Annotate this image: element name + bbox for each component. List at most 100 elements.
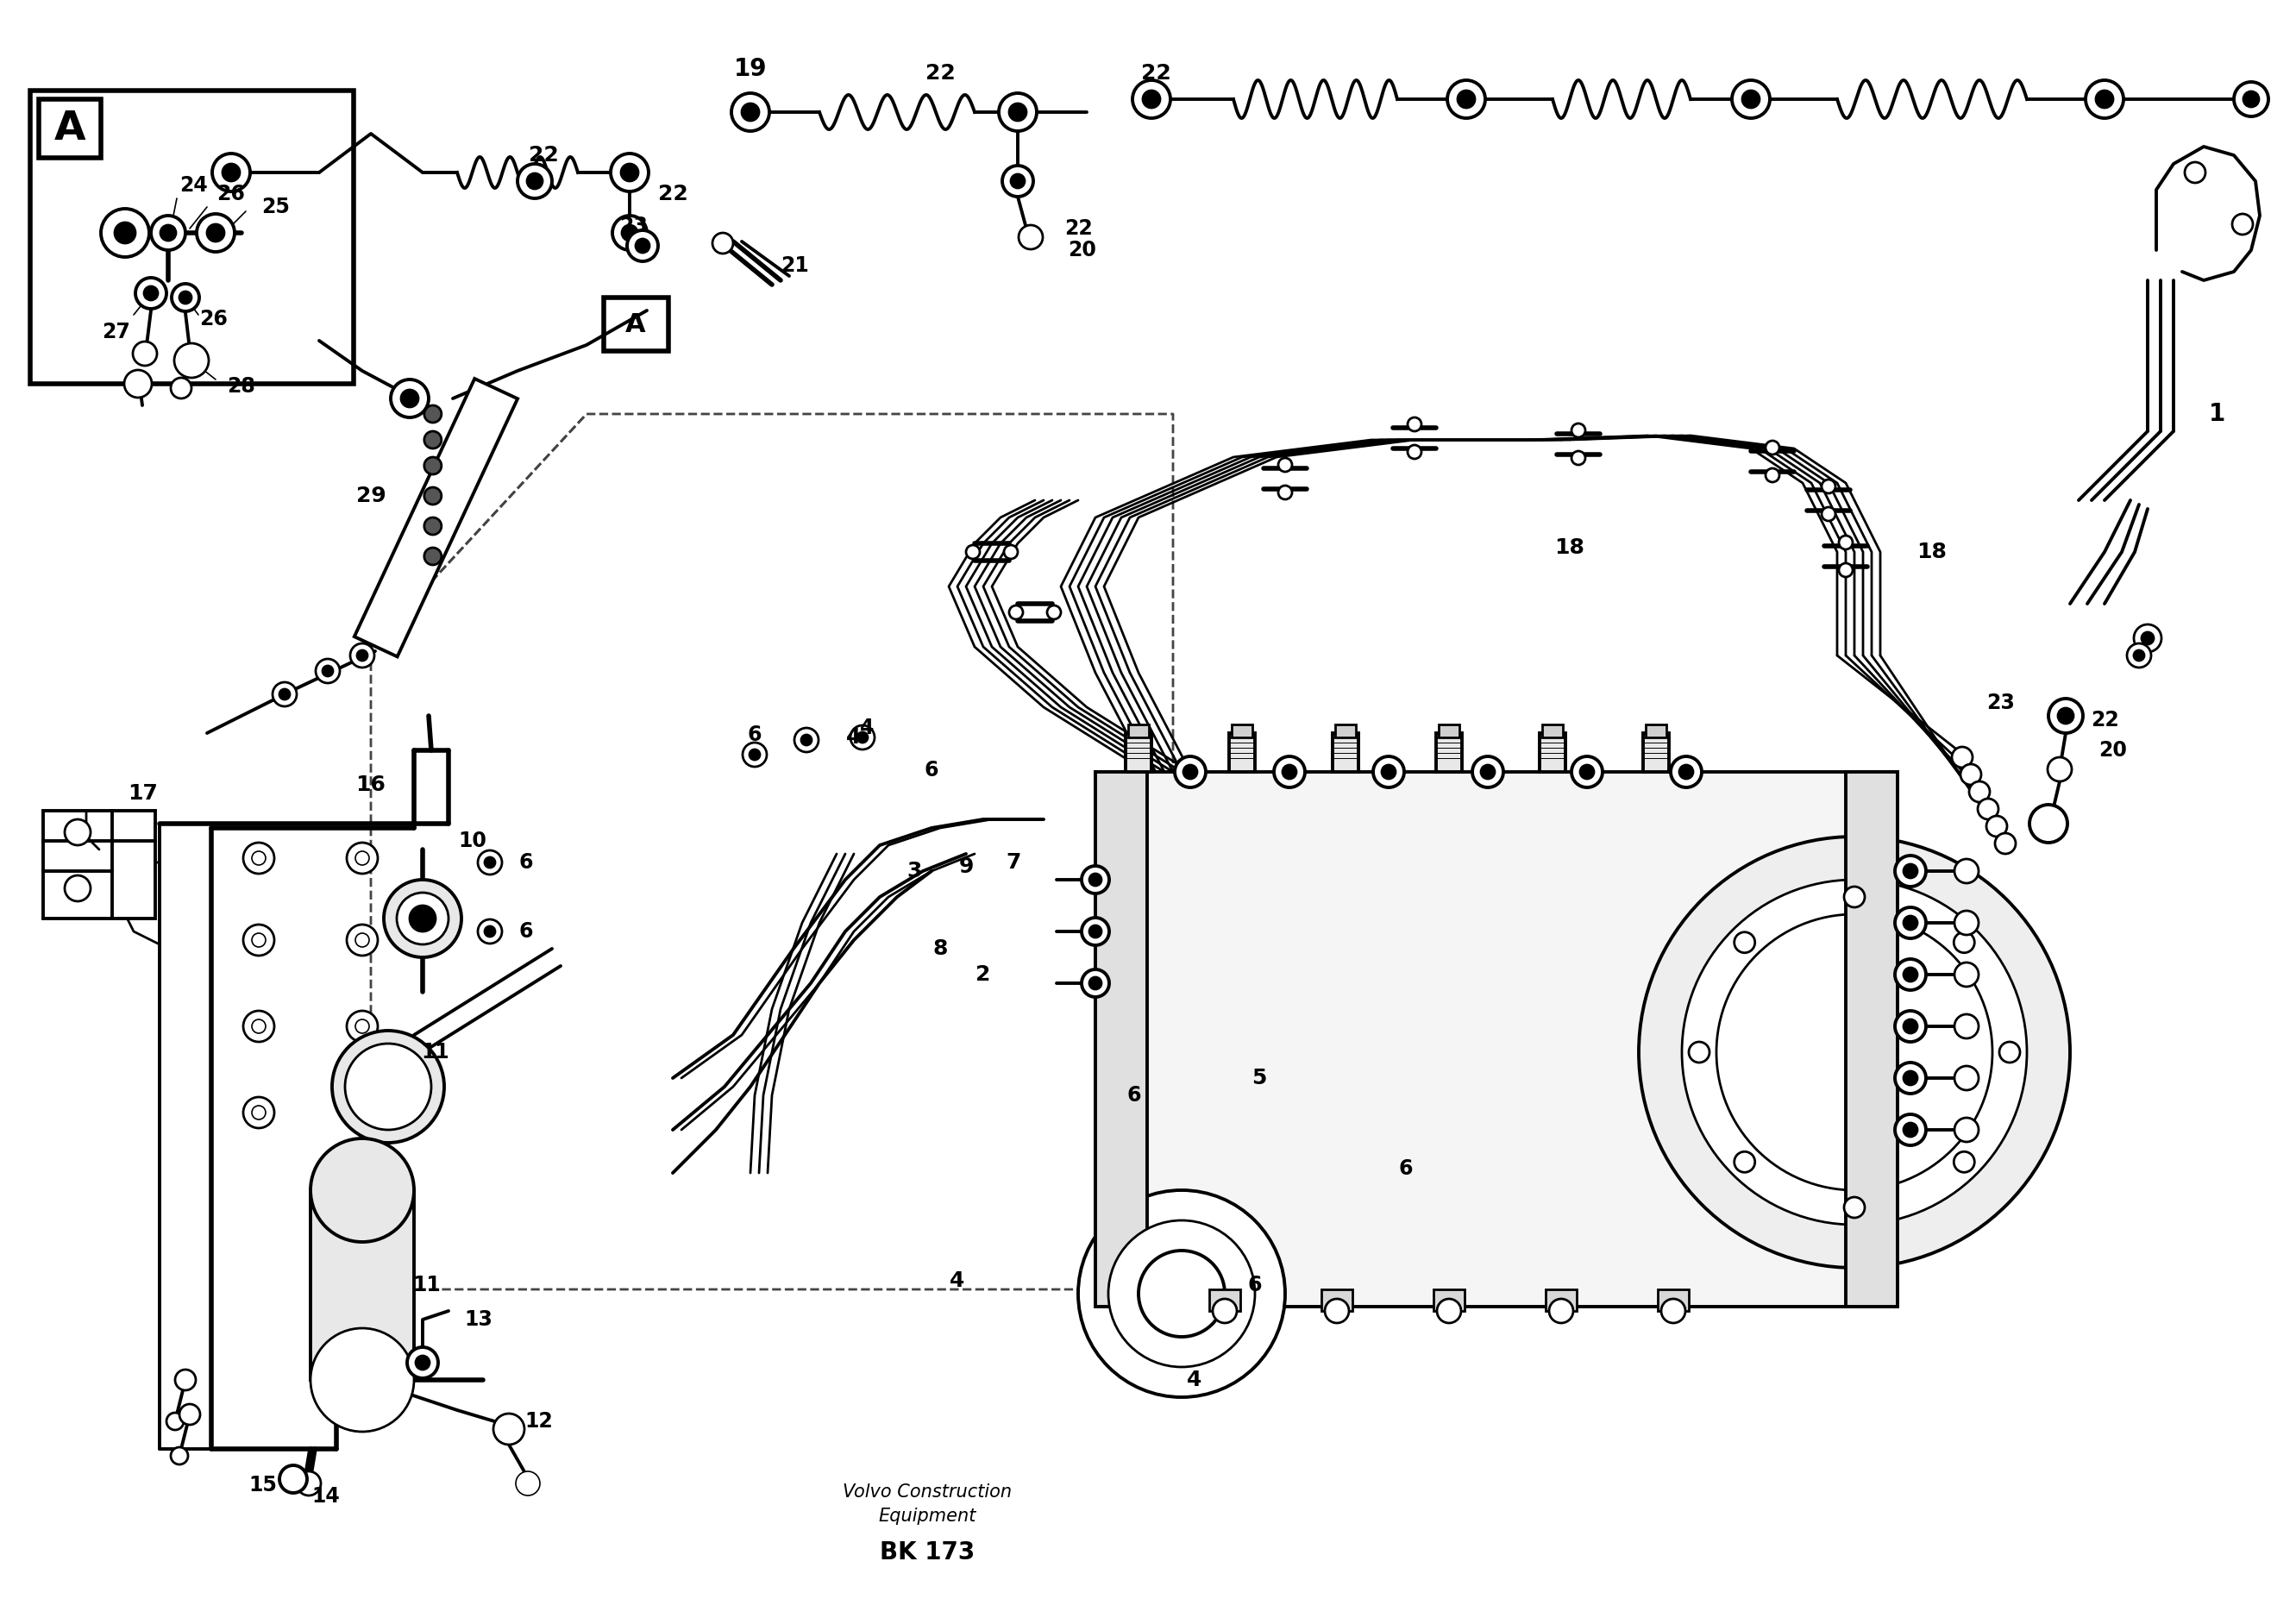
Text: 6: 6 — [748, 724, 762, 745]
Circle shape — [1986, 815, 2007, 836]
Circle shape — [1019, 225, 1042, 249]
Text: 27: 27 — [103, 321, 131, 342]
Bar — [1336, 724, 1357, 737]
Text: 12: 12 — [526, 1410, 553, 1431]
Text: Equipment: Equipment — [879, 1508, 976, 1525]
Text: 8: 8 — [932, 939, 948, 959]
Circle shape — [1639, 836, 2071, 1268]
Circle shape — [1844, 1198, 1864, 1218]
Text: 22: 22 — [2089, 710, 2119, 731]
Circle shape — [1010, 104, 1026, 122]
Bar — [30, 91, 354, 384]
Text: 6: 6 — [1247, 1274, 1263, 1295]
Circle shape — [1766, 441, 1779, 454]
Circle shape — [161, 225, 177, 240]
Circle shape — [168, 1412, 184, 1430]
Circle shape — [1690, 1043, 1711, 1063]
Bar — [1541, 732, 1566, 772]
Text: 11: 11 — [413, 1274, 441, 1295]
Circle shape — [179, 291, 191, 304]
Circle shape — [356, 934, 370, 947]
Circle shape — [1176, 756, 1205, 787]
Circle shape — [179, 1404, 200, 1425]
Text: 26: 26 — [218, 184, 246, 205]
Text: 11: 11 — [422, 1043, 450, 1063]
Circle shape — [1954, 911, 1979, 935]
Text: 2: 2 — [976, 964, 992, 985]
Circle shape — [1662, 1298, 1685, 1322]
Circle shape — [347, 1011, 379, 1043]
Circle shape — [409, 905, 436, 932]
Circle shape — [2048, 699, 2082, 732]
Circle shape — [1671, 756, 1701, 787]
Circle shape — [115, 222, 135, 243]
Circle shape — [611, 154, 647, 192]
Circle shape — [406, 1348, 439, 1378]
Text: 4: 4 — [859, 718, 875, 739]
Circle shape — [2030, 804, 2066, 843]
Circle shape — [416, 1356, 429, 1370]
Circle shape — [742, 104, 760, 122]
Text: 22: 22 — [1063, 217, 1093, 238]
Circle shape — [1683, 879, 2027, 1225]
Circle shape — [253, 851, 266, 865]
Circle shape — [1132, 80, 1171, 118]
Bar — [1543, 724, 1564, 737]
Circle shape — [2142, 632, 2154, 644]
Circle shape — [1743, 91, 1759, 107]
Bar — [604, 297, 668, 352]
Circle shape — [1458, 91, 1474, 107]
Circle shape — [494, 1414, 523, 1444]
Circle shape — [425, 432, 441, 448]
Text: Volvo Construction: Volvo Construction — [843, 1484, 1013, 1501]
Text: 23: 23 — [620, 216, 647, 237]
Circle shape — [402, 390, 418, 408]
Circle shape — [1570, 424, 1584, 437]
Circle shape — [425, 548, 441, 564]
Text: 1: 1 — [2209, 401, 2225, 425]
Text: 22: 22 — [1141, 62, 1171, 83]
Circle shape — [1678, 764, 1692, 779]
Circle shape — [1894, 855, 1926, 886]
Circle shape — [1961, 764, 1981, 785]
Text: BK 173: BK 173 — [879, 1540, 976, 1564]
Circle shape — [1894, 1011, 1926, 1043]
Circle shape — [1081, 867, 1109, 894]
Circle shape — [2126, 643, 2151, 667]
Text: 6: 6 — [1398, 1158, 1412, 1178]
Bar — [1846, 772, 1896, 1306]
Circle shape — [1283, 764, 1297, 779]
Circle shape — [425, 457, 441, 475]
Text: 4: 4 — [1187, 1370, 1203, 1390]
Circle shape — [1894, 1115, 1926, 1145]
Circle shape — [315, 659, 340, 683]
Text: 14: 14 — [312, 1485, 340, 1506]
Bar — [1095, 772, 1896, 1306]
Circle shape — [344, 1044, 432, 1130]
Circle shape — [1570, 756, 1603, 787]
Circle shape — [243, 924, 273, 956]
Text: 19: 19 — [735, 58, 767, 82]
Circle shape — [135, 278, 168, 309]
Circle shape — [1821, 507, 1835, 521]
Text: A: A — [625, 312, 645, 337]
Circle shape — [1954, 1014, 1979, 1038]
Circle shape — [967, 545, 980, 560]
Circle shape — [1954, 1118, 1979, 1142]
Text: 26: 26 — [200, 309, 227, 329]
Text: 16: 16 — [356, 774, 386, 795]
Text: 6: 6 — [519, 852, 533, 873]
Circle shape — [145, 286, 158, 301]
Circle shape — [1766, 469, 1779, 483]
Circle shape — [1088, 977, 1102, 990]
Circle shape — [517, 163, 551, 198]
Circle shape — [170, 377, 191, 398]
Circle shape — [1182, 764, 1196, 779]
Text: 4: 4 — [951, 1270, 964, 1290]
Circle shape — [425, 406, 441, 422]
Circle shape — [999, 93, 1038, 131]
Circle shape — [2232, 214, 2252, 235]
Circle shape — [347, 924, 379, 956]
Text: 10: 10 — [459, 830, 487, 851]
Bar — [44, 811, 156, 918]
